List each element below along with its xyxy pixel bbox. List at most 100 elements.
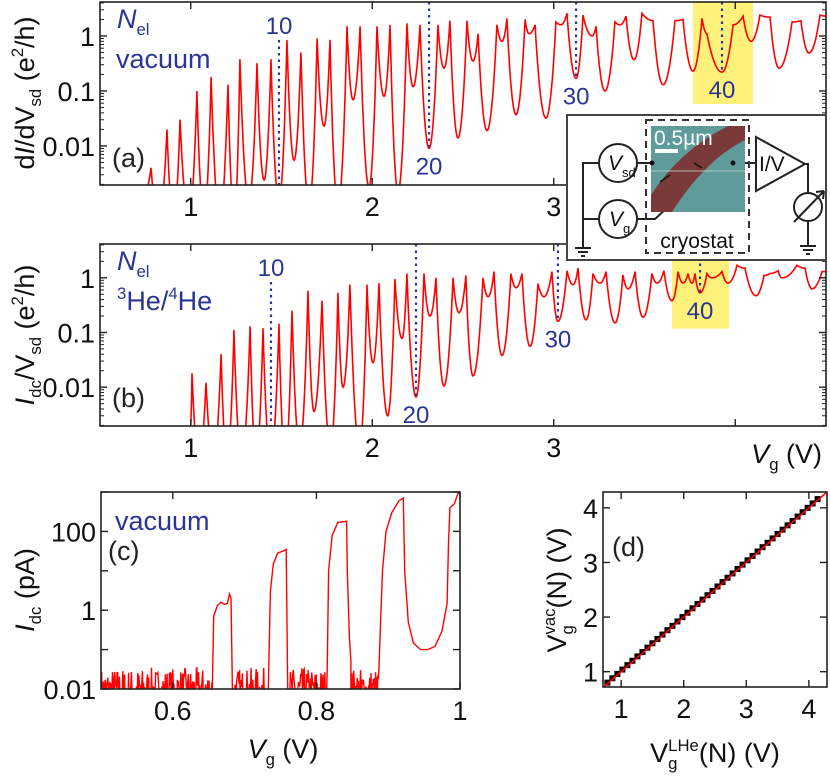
cryostat-boundary [645,119,750,254]
x-tick-label: 3 [739,694,754,724]
y-axis-label: Vgvac(N) (V) [540,527,577,652]
data-point [724,574,731,581]
x-axis-label: Vg (V) [248,734,319,769]
label-part: d [10,155,40,170]
y-tick-label: 0.01 [42,373,95,403]
data-point [664,627,671,634]
label-part: 4 [168,284,177,303]
label-part: I [10,397,40,405]
n-marker-label: 20 [416,153,443,180]
label-part: V [608,152,624,175]
label-part: vacuum [116,44,211,74]
trace-a [147,10,826,185]
panel-label: (b) [112,383,145,413]
label-part: 2 [8,48,27,57]
cryostat-label: cryostat [660,230,734,253]
label-part: (V) [779,439,823,469]
y-tick-label: 3 [583,548,598,578]
data-point [809,500,816,507]
x-tick-label: 2 [365,433,380,463]
axes-frame [100,491,461,690]
data-point [624,662,631,669]
y-tick-label: 0.1 [57,77,95,107]
scale-bar-label: 0.5µm [654,127,713,150]
label-part: N [117,246,137,276]
fit-line [603,492,827,687]
label-part: sd [26,89,45,107]
y-tick-label: 1 [80,22,95,52]
vg-label: Vg [609,208,630,236]
x-tick-label: 2 [676,694,691,724]
label-part: vac [540,608,559,634]
n-marker-label: 30 [545,326,572,353]
x-tick-label: 3 [546,433,561,463]
x-tick-label: 4 [801,694,816,724]
label-part: 3 [117,284,126,303]
label-part: /h) [10,265,40,297]
label-part: g [558,625,577,634]
vsd-label: Vsd [608,152,636,180]
label-part: g [769,455,778,474]
panel-label: (c) [108,536,139,566]
data-point [759,544,766,551]
data-point [669,622,676,629]
label-part: I [10,624,40,632]
n-marker-label: 30 [563,83,590,110]
label-part: g [668,754,677,773]
data-point [714,583,721,590]
label-part: /h) [10,16,40,48]
y-tick-label: 100 [51,517,96,547]
label-part: (pA) [10,548,40,607]
data-point [789,517,796,524]
y-tick-label: 1 [583,658,598,688]
voltage-source-icon [598,143,638,183]
label-part: LHe [668,736,699,755]
data-point [659,631,666,638]
data-point [799,509,806,516]
data-point [814,496,821,503]
y-axis-label: Idc (pA) [10,548,45,632]
data-point [639,649,646,656]
label-part: sd [26,337,45,355]
label-part: /dV [10,106,40,147]
data-point [804,504,811,511]
label-part: g [266,750,275,769]
data-point [699,596,706,603]
label-part: g [623,221,630,236]
data-point [709,587,716,594]
ground-icon [800,245,816,255]
annotation: Nel [117,4,150,39]
data-point [784,522,791,529]
data-point [764,539,771,546]
data-point [689,605,696,612]
data-point [794,513,801,520]
annotation: vacuum [116,44,211,74]
trace-b [190,263,826,426]
data-point [614,670,621,677]
y-tick-label: 2 [583,603,598,633]
data-point [604,679,611,686]
data-point [634,653,641,660]
data-point [644,644,651,651]
data-point [694,600,701,607]
x-tick-label: 0.8 [298,696,336,726]
ground-icon [575,247,591,257]
y-tick-label: 1 [81,596,96,626]
y-tick-label: 1 [80,264,95,294]
data-point [684,609,691,616]
label-part: V [248,734,269,764]
x-tick-label: 3 [546,192,561,222]
label-part: (N) (V) [699,738,780,768]
label-part: V [609,208,625,231]
data-point [704,592,711,599]
label-part: dc [26,380,45,398]
data-point [774,531,781,538]
n-marker-label: 40 [687,298,714,325]
y-axis-label: Idc/Vsd (e2/h) [8,265,45,406]
panel-label: (a) [112,143,145,173]
